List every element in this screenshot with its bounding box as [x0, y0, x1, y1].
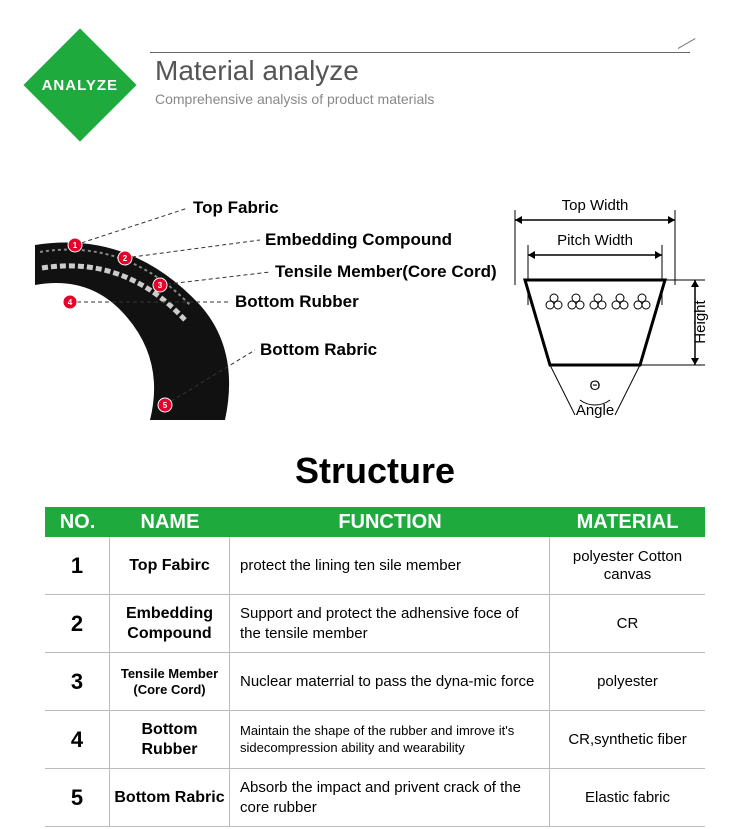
cell-no: 3: [45, 653, 110, 710]
angle-symbol: Θ: [590, 377, 601, 393]
pitch-width-label: Pitch Width: [557, 232, 633, 249]
header-subtitle: Comprehensive analysis of product materi…: [155, 91, 434, 107]
cell-material: CR,synthetic fiber: [550, 711, 705, 768]
svg-text:5: 5: [163, 401, 168, 410]
cell-no: 1: [45, 537, 110, 594]
cross-section-svg: Top Width Pitch Width Θ Angle: [500, 190, 720, 430]
table-row: 4 Bottom Rubber Maintain the shape of th…: [45, 711, 705, 769]
table-row: 1 Top Fabirc protect the lining ten sile…: [45, 537, 705, 595]
svg-text:4: 4: [68, 298, 73, 307]
cell-material: CR: [550, 595, 705, 652]
marker-3: 3: [153, 278, 167, 292]
cell-function: protect the lining ten sile member: [230, 537, 550, 594]
header-title: Material analyze: [155, 55, 434, 87]
header-section: ANALYZE Material analyze Comprehensive a…: [0, 0, 750, 150]
leader-1: [75, 208, 188, 245]
cell-no: 4: [45, 711, 110, 768]
angle-label: Angle: [576, 402, 614, 419]
analyze-badge: ANALYZE: [23, 28, 136, 141]
structure-title: Structure: [0, 450, 750, 492]
cell-material: Elastic fabric: [550, 769, 705, 826]
callout-2: Embedding Compound: [265, 230, 452, 250]
top-width-label: Top Width: [562, 197, 629, 214]
cell-function: Absorb the impact and privent crack of t…: [230, 769, 550, 826]
cell-name: Embedding Compound: [110, 595, 230, 652]
callout-4: Bottom Rubber: [235, 292, 359, 312]
callout-1: Top Fabric: [193, 198, 279, 218]
svg-text:2: 2: [123, 254, 128, 263]
cross-section-diagram: Top Width Pitch Width Θ Angle: [500, 190, 720, 430]
callout-5: Bottom Rabric: [260, 340, 377, 360]
cell-name: Top Fabirc: [110, 537, 230, 594]
leader-2: [125, 240, 260, 258]
cell-name: Bottom Rubber: [110, 711, 230, 768]
structure-table: NO. NAME FUNCTION MATERIAL 1 Top Fabirc …: [45, 507, 705, 827]
svg-text:1: 1: [73, 241, 78, 250]
svg-text:3: 3: [158, 281, 163, 290]
cell-function: Maintain the shape of the rubber and imr…: [230, 711, 550, 768]
th-function: FUNCTION: [230, 511, 550, 534]
table-row: 3 Tensile Member (Core Cord) Nuclear mat…: [45, 653, 705, 711]
table-row: 2 Embedding Compound Support and protect…: [45, 595, 705, 653]
cell-name: Tensile Member (Core Cord): [110, 653, 230, 710]
cell-no: 2: [45, 595, 110, 652]
header-text: Material analyze Comprehensive analysis …: [155, 55, 434, 107]
belt-cutaway-diagram: 1 2 3 4 5 Top Fabric Embedding Compound …: [30, 190, 460, 430]
badge-text: ANALYZE: [42, 77, 118, 94]
th-no: NO.: [45, 511, 110, 534]
cell-material: polyester Cotton canvas: [550, 537, 705, 594]
th-name: NAME: [110, 511, 230, 534]
marker-1: 1: [68, 238, 82, 252]
table-row: 5 Bottom Rabric Absorb the impact and pr…: [45, 769, 705, 827]
leader-3: [160, 272, 270, 285]
table-header: NO. NAME FUNCTION MATERIAL: [45, 507, 705, 537]
height-label: Height: [692, 299, 709, 343]
cell-function: Nuclear materrial to pass the dyna-mic f…: [230, 653, 550, 710]
cell-material: polyester: [550, 653, 705, 710]
callout-3: Tensile Member(Core Cord): [275, 262, 497, 282]
badge-wrap: ANALYZE: [25, 30, 135, 140]
diagrams-row: 1 2 3 4 5 Top Fabric Embedding Compound …: [0, 150, 750, 440]
marker-2: 2: [118, 251, 132, 265]
cell-function: Support and protect the adhensive foce o…: [230, 595, 550, 652]
th-material: MATERIAL: [550, 511, 705, 534]
marker-5: 5: [158, 398, 172, 412]
header-divider: [150, 52, 690, 53]
belt-cross-shape: [525, 280, 665, 365]
marker-4: 4: [63, 295, 77, 309]
cell-name: Bottom Rabric: [110, 769, 230, 826]
cell-no: 5: [45, 769, 110, 826]
belt-body: [35, 243, 229, 421]
